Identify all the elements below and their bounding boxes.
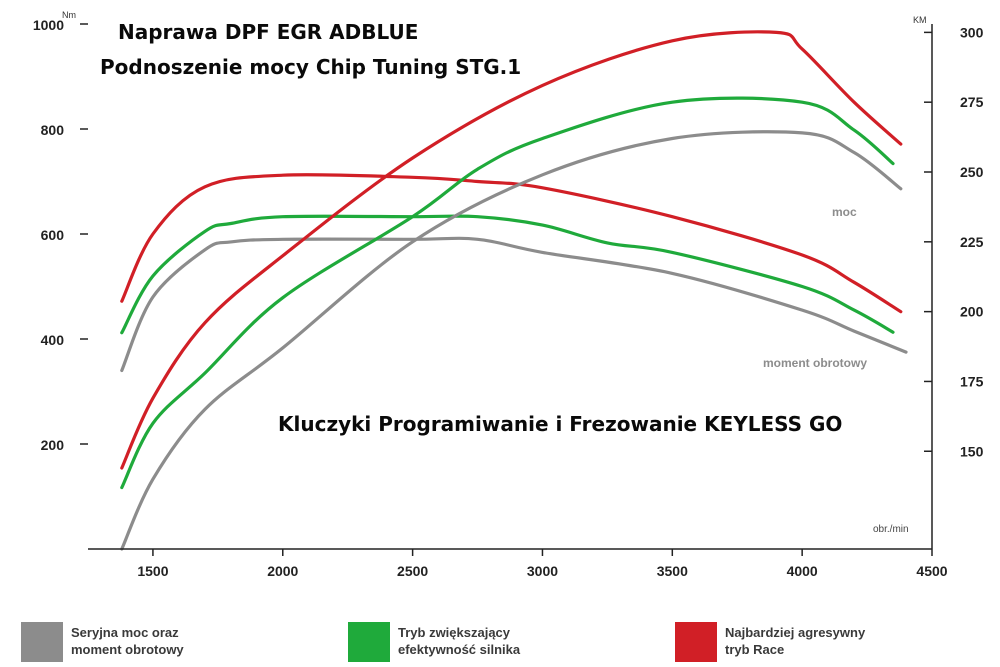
legend-label-line2: tryb Race xyxy=(725,642,785,657)
x-tick-label: 4000 xyxy=(787,563,818,579)
left-tick-label: 200 xyxy=(41,437,65,453)
ad-line-chip-tuning: Podnoszenie mocy Chip Tuning STG.1 xyxy=(100,55,522,79)
left-tick-label: 1000 xyxy=(33,17,64,33)
power-curve-eco xyxy=(120,96,895,490)
chart-curves xyxy=(120,30,908,551)
left-tick-label: 600 xyxy=(41,227,65,243)
x-tick-label: 2000 xyxy=(267,563,298,579)
ad-line-dpf: Naprawa DPF EGR ADBLUE xyxy=(118,20,419,44)
legend-swatch-green xyxy=(348,622,390,662)
legend-label: Najbardziej agresywny tryb Race xyxy=(725,624,965,658)
right-tick-label: 275 xyxy=(960,94,984,110)
x-tick-label: 4500 xyxy=(916,563,947,579)
right-tick-label: 200 xyxy=(960,304,984,320)
ad-line-keyless: Kluczyki Programiwanie i Frezowanie KEYL… xyxy=(278,412,843,436)
chart-axes xyxy=(88,24,933,550)
right-tick-label: 150 xyxy=(960,443,984,459)
x-axis-unit: obr./min xyxy=(873,524,909,535)
right-tick-label: 300 xyxy=(960,24,984,40)
legend-label-line1: Tryb zwiększający xyxy=(398,625,511,640)
torque-annotation: moment obrotowy xyxy=(763,356,867,370)
torque-curve-race xyxy=(120,173,903,314)
right-tick-label: 250 xyxy=(960,164,984,180)
chart-ticks: 200 400 600 800 1000 150 175 200 225 250 275 300 150… xyxy=(33,17,984,579)
power-curve-serial xyxy=(120,130,903,551)
left-axis-unit: Nm xyxy=(62,10,76,20)
left-tick-label: 800 xyxy=(41,122,65,138)
left-tick-label: 400 xyxy=(41,332,65,348)
power-annotation: moc xyxy=(832,205,857,219)
x-tick-label: 3000 xyxy=(527,563,558,579)
power-curve-race xyxy=(120,30,903,470)
right-axis-unit: KM xyxy=(913,15,927,25)
torque-curve-eco xyxy=(120,214,895,335)
legend-swatch-red xyxy=(675,622,717,662)
legend-swatch-gray xyxy=(21,622,63,662)
legend-label-line2: efektywność silnika xyxy=(398,642,521,657)
x-tick-label: 2500 xyxy=(397,563,428,579)
legend-label: Seryjna moc oraz moment obrotowy xyxy=(71,624,311,658)
legend-label: Tryb zwiększający efektywność silnika xyxy=(398,624,638,658)
legend-label-line1: Najbardziej agresywny xyxy=(725,625,866,640)
legend-label-line1: Seryjna moc oraz xyxy=(71,625,179,640)
x-tick-label: 1500 xyxy=(137,563,168,579)
torque-curve-serial xyxy=(120,236,908,373)
right-tick-label: 175 xyxy=(960,373,984,389)
right-tick-label: 225 xyxy=(960,234,984,250)
x-tick-label: 3500 xyxy=(657,563,688,579)
legend-label-line2: moment obrotowy xyxy=(71,642,184,657)
